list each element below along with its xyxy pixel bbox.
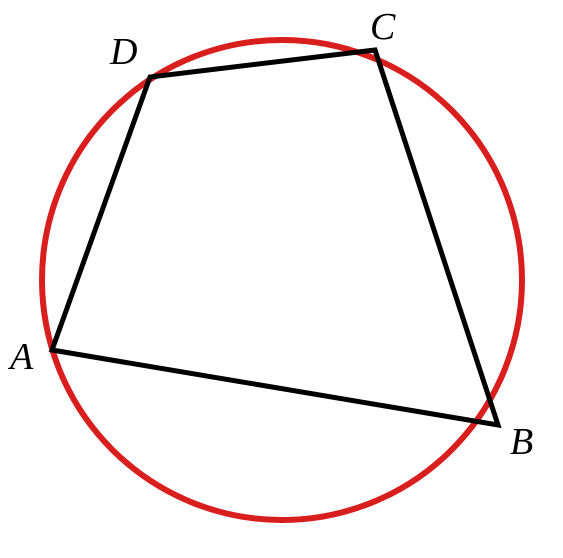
label-c: C (370, 5, 395, 49)
label-b: B (510, 420, 533, 464)
geometry-diagram (0, 0, 563, 558)
label-d: D (110, 30, 137, 74)
label-a: A (10, 335, 33, 379)
